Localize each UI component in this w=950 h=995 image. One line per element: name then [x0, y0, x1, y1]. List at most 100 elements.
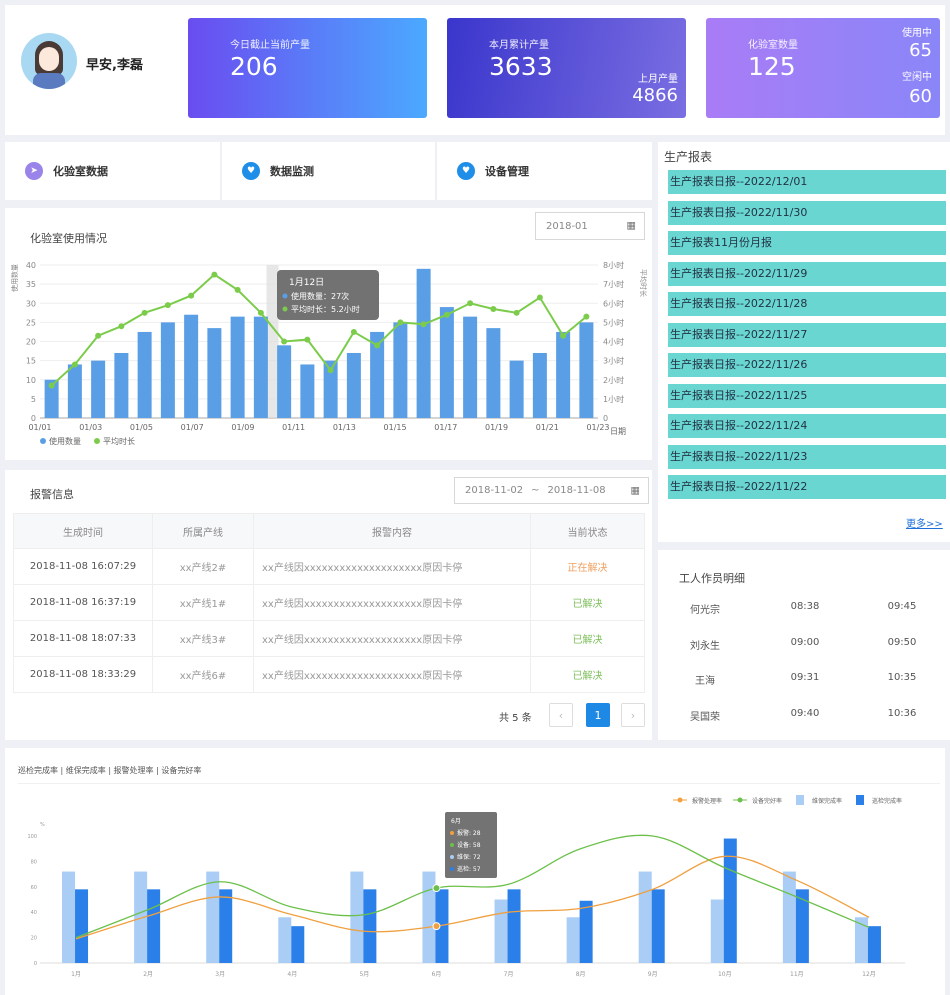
y2-tick-label: 5小时 — [603, 317, 624, 327]
page-1-button[interactable]: 1 — [586, 703, 610, 727]
col-time: 生成时间 — [13, 513, 153, 549]
bar — [393, 322, 408, 418]
bar — [795, 889, 809, 963]
legend-marker — [94, 438, 100, 444]
card-value: 125 — [748, 52, 796, 81]
report-item[interactable]: 生产报表日报--2022/11/25 — [668, 383, 946, 408]
hover-band — [266, 265, 279, 418]
y-tick-label: 15 — [26, 357, 36, 366]
bar — [114, 352, 129, 418]
bar — [137, 331, 152, 418]
bar — [160, 322, 175, 418]
bar — [532, 352, 547, 418]
tooltip-marker — [282, 306, 288, 312]
more-link[interactable]: 更多>> — [906, 519, 943, 530]
report-item[interactable]: 生产报表11月份月报 — [668, 231, 946, 255]
in-use-label: 使用中 — [902, 28, 932, 39]
bar — [44, 379, 59, 418]
tooltip-marker — [282, 293, 288, 299]
date-range-picker[interactable]: 2018-11-02 ~ 2018-11-08 ▦ — [454, 477, 649, 504]
y2-tick-label: 1小时 — [603, 394, 624, 404]
bar — [206, 871, 220, 963]
today-output-card[interactable]: 今日截止当前产量 206 — [188, 18, 427, 118]
bar — [486, 328, 501, 418]
report-item[interactable]: 生产报表日报--2022/11/22 — [668, 475, 946, 499]
end-time: 09:50 — [887, 636, 917, 648]
card-label: 本月累计产量 — [489, 40, 549, 51]
bar — [463, 316, 478, 418]
prev-page-button[interactable]: ‹ — [549, 703, 573, 727]
line-point — [467, 300, 474, 307]
line-point — [490, 305, 497, 312]
report-item[interactable]: 生产报表日报--2022/11/23 — [668, 444, 946, 469]
nav-device-management[interactable]: ♥ 设备管理 — [437, 142, 652, 200]
bar — [363, 889, 377, 963]
cell-content: xx产线因xxxxxxxxxxxxxxxxxxxx原因卡停 — [253, 548, 531, 585]
nav-label: 数据监测 — [270, 165, 314, 178]
bar — [509, 360, 524, 418]
nav-data-monitor[interactable]: ♥ 数据监测 — [222, 142, 435, 200]
legend-label: 报警处理率 — [692, 797, 722, 805]
x-tick-label: 01/19 — [485, 423, 508, 432]
line-series — [75, 855, 870, 940]
bar — [278, 917, 292, 963]
report-item[interactable]: 生产报表日报--2022/11/29 — [668, 261, 946, 286]
cell-line: xx产线6# — [152, 656, 254, 693]
cell-time: 2018-11-08 18:07:33 — [13, 620, 153, 657]
cell-line: xx产线2# — [152, 548, 254, 585]
table-row[interactable]: 2018-11-08 16:37:19 xx产线1# xx产线因xxxxxxxxxx… — [13, 584, 645, 621]
lab-count-card[interactable]: 化验室数量 125 使用中 65 空闲中 60 — [706, 18, 940, 118]
bar — [62, 871, 76, 963]
month-output-card[interactable]: 本月累计产量 3633 上月产量 4866 — [447, 18, 686, 118]
legend-label: 平均时长 — [103, 436, 135, 446]
nav-label: 化验室数据 — [53, 165, 108, 178]
cell-time: 2018-11-08 18:33:29 — [13, 656, 153, 693]
tooltip-title: 6月 — [451, 818, 461, 825]
tooltip-row: 巡检: 57 — [457, 865, 481, 873]
line-point — [211, 271, 218, 278]
nav-lab-data[interactable]: ➤ 化验室数据 — [5, 142, 220, 200]
table-row[interactable]: 2018-11-08 18:07:33 xx产线3# xx产线因xxxxxxxxxx… — [13, 620, 645, 657]
table-row[interactable]: 2018-11-08 16:07:29 xx产线2# xx产线因xxxxxxxxxx… — [13, 548, 645, 585]
reports-title: 生产报表 — [664, 150, 713, 164]
col-content: 报警内容 — [253, 513, 531, 549]
line-series — [75, 834, 870, 939]
cell-status: 正在解决 — [530, 548, 645, 585]
bar — [230, 316, 245, 418]
usage-title: 化验室使用情况 — [30, 232, 107, 245]
report-item[interactable]: 生产报表日报--2022/11/24 — [668, 414, 946, 438]
x-tick-label: 01/03 — [79, 423, 102, 432]
table-row[interactable]: 2018-11-08 18:33:29 xx产线6# xx产线因xxxxxxxxxx… — [13, 656, 645, 693]
start-time: 08:38 — [790, 601, 820, 612]
report-item[interactable]: 生产报表日报--2022/11/27 — [668, 322, 946, 347]
report-item[interactable]: 生产报表日报--2022/11/30 — [668, 200, 946, 225]
cell-content: xx产线因xxxxxxxxxxxxxxxxxxxx原因卡停 — [253, 656, 531, 693]
y-tick-label: 0 — [31, 414, 36, 423]
x-tick-label: 8月 — [576, 971, 586, 978]
line-point — [350, 328, 357, 335]
worker-name: 吴国荣 — [690, 711, 720, 723]
alerts-table: 生成时间 所属产线 报警内容 当前状态 2018-11-08 16:07:29 x… — [13, 513, 645, 693]
device-icon: ♥ — [457, 162, 475, 180]
tooltip-line: 平均时长：5.2小时 — [291, 304, 360, 314]
x-tick-label: 01/23 — [586, 423, 609, 432]
title-divider — [18, 783, 940, 784]
hover-point — [432, 922, 441, 931]
legend-label: 使用数量 — [49, 436, 81, 446]
bar — [91, 360, 106, 418]
workers-panel — [658, 550, 950, 740]
y-tick-label: 25 — [26, 318, 36, 327]
x-tick-label: 01/07 — [181, 423, 204, 432]
line-point — [513, 309, 520, 316]
tooltip — [445, 812, 497, 878]
bar — [134, 871, 148, 963]
cell-time: 2018-11-08 16:07:29 — [13, 548, 153, 585]
cell-content: xx产线因xxxxxxxxxxxxxxxxxxxx原因卡停 — [253, 620, 531, 657]
line-point — [304, 336, 311, 343]
nav-label: 设备管理 — [485, 165, 529, 178]
month-picker[interactable]: 2018-01 ▦ — [535, 212, 645, 240]
report-item[interactable]: 生产报表日报--2022/11/26 — [668, 353, 946, 377]
report-item[interactable]: 生产报表日报--2022/12/01 — [668, 170, 946, 194]
next-page-button[interactable]: › — [621, 703, 645, 727]
report-item[interactable]: 生产报表日报--2022/11/28 — [668, 292, 946, 316]
